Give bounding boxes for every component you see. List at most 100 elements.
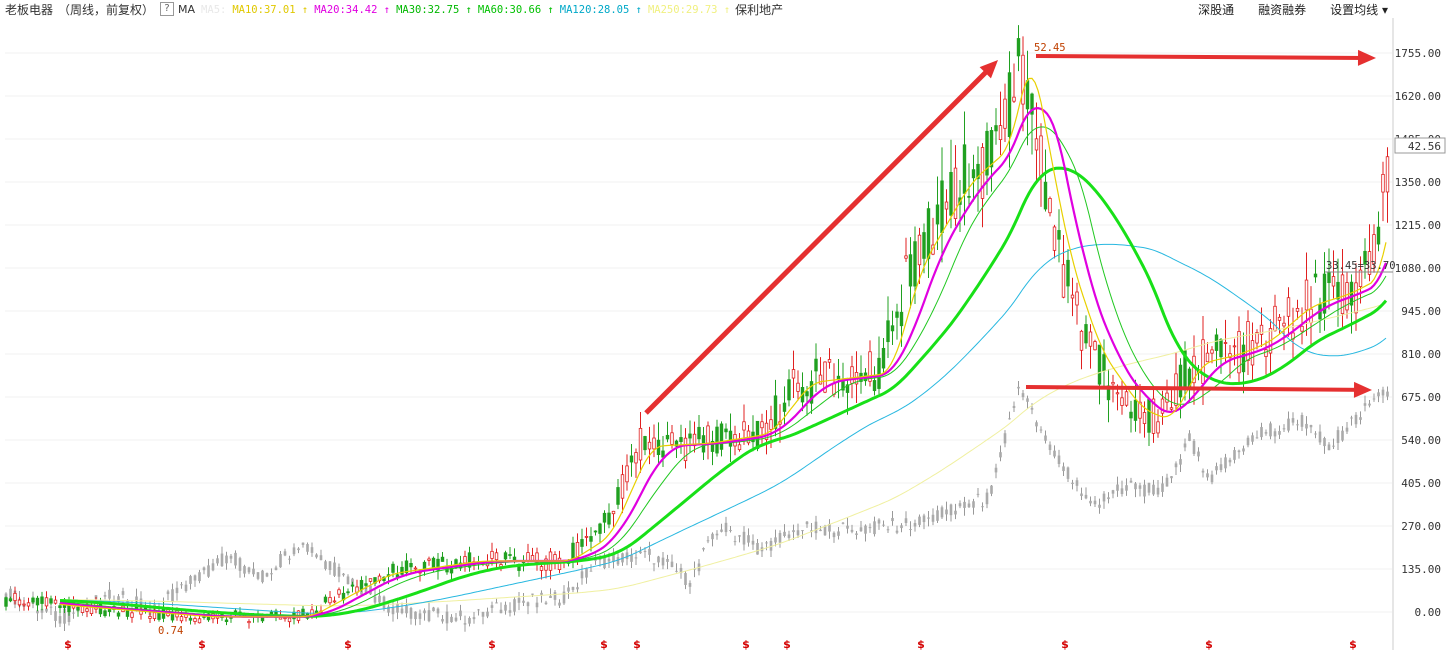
compare-candle [567, 587, 570, 592]
menu-margin[interactable]: 融资融券 [1258, 2, 1307, 17]
compare-candle [688, 583, 692, 587]
compare-candle [1282, 428, 1286, 430]
candle [1367, 251, 1372, 275]
candle [782, 402, 787, 412]
compare-candle [922, 515, 926, 523]
compare-candle [1228, 459, 1232, 463]
compare-candle [801, 530, 804, 532]
candle [706, 425, 710, 444]
compare-candle [1134, 483, 1137, 490]
high-price-label: 52.45 [1034, 42, 1066, 54]
compare-candle [1206, 473, 1209, 478]
kline-chart[interactable]: 1755.001620.001485.001350.001215.001080.… [0, 18, 1446, 650]
candle [683, 437, 688, 462]
compare-candle [553, 592, 557, 600]
ma-line-ma120 [59, 243, 1387, 614]
candle [404, 560, 409, 574]
event-marker: $ [198, 638, 206, 650]
compare-candle [1174, 463, 1178, 468]
candle [454, 559, 458, 568]
compare-candle [1084, 494, 1088, 499]
compare-candle [585, 568, 588, 578]
right-menu: 深股通 融资融券 设置均线 ▾ [1198, 0, 1388, 18]
candle [917, 234, 922, 266]
candle [359, 580, 364, 590]
compare-candle [423, 610, 426, 614]
candle [1259, 324, 1264, 335]
candle [913, 241, 917, 287]
compare-candle [805, 521, 809, 525]
compare-candle [747, 535, 750, 543]
compare-candle [864, 525, 867, 534]
candle [1354, 282, 1358, 314]
candle [58, 605, 62, 609]
annotation-arrow-shaft [1035, 54, 1367, 60]
indicator-label[interactable]: MA [178, 2, 196, 16]
compare-candle [54, 611, 57, 621]
candle [517, 566, 521, 571]
compare-candle [648, 548, 651, 555]
candle [638, 427, 643, 461]
compare-candle [49, 606, 53, 608]
y-tick-label: 270.00 [1401, 520, 1441, 533]
compare-candle [607, 558, 611, 562]
ma-line-ma250 [60, 302, 1387, 607]
compare-candle [868, 527, 872, 529]
compare-candle [436, 608, 440, 614]
candle [949, 171, 953, 216]
compare-candle [661, 557, 665, 566]
candle [787, 379, 791, 401]
compare-candle [783, 531, 786, 537]
compare-candle [1264, 432, 1268, 434]
compare-candle [126, 600, 129, 606]
compare-candle [634, 557, 638, 559]
compare-candle [364, 586, 368, 593]
candle [1124, 391, 1129, 406]
compare-candle [1120, 488, 1124, 495]
candle [1340, 274, 1345, 315]
candle [643, 436, 647, 451]
menu-hk-connect[interactable]: 深股通 [1198, 2, 1235, 17]
compare-candle [513, 599, 516, 612]
compare-candle [904, 518, 908, 523]
y-tick-label: 0.00 [1415, 606, 1442, 619]
compare-candle [211, 563, 215, 571]
candle [1057, 230, 1061, 240]
candle [715, 426, 719, 454]
compare-candle [954, 510, 957, 515]
compare-candle [711, 533, 714, 540]
compare-candle [643, 551, 647, 553]
compare-candle [891, 517, 894, 522]
candle [1210, 349, 1214, 354]
compare-candle [279, 554, 282, 568]
related-stock[interactable]: 保利地产 [735, 2, 784, 17]
annotation-arrow-head [1357, 49, 1376, 66]
candle [814, 358, 818, 372]
compare-candle [198, 572, 201, 582]
compare-candle [1075, 480, 1079, 486]
candle [899, 311, 904, 327]
compare-candle [657, 556, 660, 563]
compare-candle [315, 554, 318, 558]
candle [197, 618, 202, 624]
compare-candle [1242, 448, 1245, 452]
candle [503, 552, 508, 560]
candle [584, 536, 589, 538]
candle [1255, 332, 1259, 344]
candle [17, 599, 22, 606]
compare-candle [675, 570, 678, 572]
menu-ma-settings[interactable]: 设置均线 ▾ [1330, 2, 1388, 17]
compare-candle [679, 567, 683, 574]
compare-candle [990, 485, 993, 494]
compare-candle [729, 530, 732, 532]
compare-candle [441, 618, 444, 622]
compare-candle [301, 542, 305, 545]
compare-candle [481, 612, 485, 617]
candle [409, 563, 413, 568]
candle [1039, 135, 1043, 177]
compare-candle [1345, 427, 1349, 432]
help-icon[interactable]: ? [160, 2, 175, 16]
compare-candle [1197, 451, 1200, 457]
stock-name[interactable]: 老板电器 [5, 2, 54, 17]
